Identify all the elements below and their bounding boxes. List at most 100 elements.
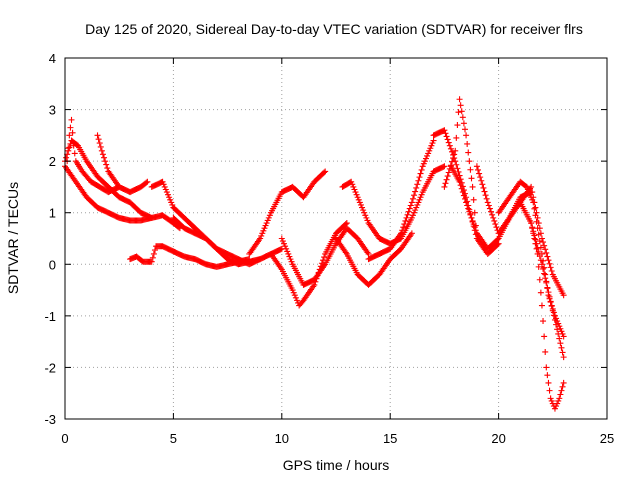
data-point xyxy=(541,264,548,271)
data-point xyxy=(263,220,270,227)
data-point xyxy=(283,245,290,252)
data-point xyxy=(405,208,412,215)
data-point xyxy=(546,387,553,394)
data-point xyxy=(409,195,416,202)
y-tick-label: 0 xyxy=(49,257,56,272)
data-point xyxy=(535,248,542,255)
data-point xyxy=(398,230,405,237)
data-point xyxy=(427,145,434,152)
data-point xyxy=(461,195,468,202)
y-tick-label: -2 xyxy=(44,360,56,375)
data-point xyxy=(362,212,369,219)
x-tick-label: 20 xyxy=(491,431,505,446)
data-point xyxy=(472,227,479,234)
data-point xyxy=(469,183,476,190)
data-point xyxy=(352,189,359,196)
data-layer xyxy=(62,96,567,412)
data-point xyxy=(537,257,544,264)
series-arc-b xyxy=(62,163,155,224)
data-point xyxy=(541,242,548,249)
data-point xyxy=(559,383,566,390)
data-point xyxy=(492,221,499,228)
data-point xyxy=(408,214,415,221)
chart-title: Day 125 of 2020, Sidereal Day-to-day VTE… xyxy=(85,21,583,37)
data-point xyxy=(465,149,472,156)
data-point xyxy=(163,189,170,196)
data-point xyxy=(485,202,492,209)
data-point xyxy=(355,196,362,203)
data-point xyxy=(399,227,406,234)
data-point xyxy=(470,196,477,203)
data-point xyxy=(261,225,268,232)
data-point xyxy=(457,102,464,109)
data-point xyxy=(555,330,562,337)
data-point xyxy=(457,182,464,189)
data-point xyxy=(553,321,560,328)
data-point xyxy=(548,397,555,404)
data-point xyxy=(528,220,535,227)
x-tick-label: 10 xyxy=(275,431,289,446)
data-point xyxy=(542,275,549,282)
data-point xyxy=(458,185,465,192)
data-point xyxy=(536,238,543,245)
data-point xyxy=(459,189,466,196)
data-point xyxy=(417,194,424,201)
data-point xyxy=(546,293,553,300)
data-point xyxy=(343,220,350,227)
data-point xyxy=(452,147,459,154)
y-tick-label: -1 xyxy=(44,309,56,324)
data-point xyxy=(356,199,363,206)
data-point xyxy=(532,236,539,243)
series-arc-p xyxy=(447,163,535,252)
data-point xyxy=(68,116,75,123)
data-point xyxy=(557,340,564,347)
data-point xyxy=(544,284,551,291)
data-point xyxy=(547,264,554,271)
data-point xyxy=(360,207,367,214)
data-point xyxy=(416,196,423,203)
data-point xyxy=(293,297,300,304)
data-point xyxy=(456,178,463,185)
data-point xyxy=(98,147,105,154)
data-point xyxy=(489,211,496,218)
data-point xyxy=(103,161,110,168)
data-point xyxy=(413,204,420,211)
data-point xyxy=(483,195,490,202)
data-point xyxy=(545,289,552,296)
data-point xyxy=(363,214,370,221)
data-point xyxy=(558,328,565,335)
data-point xyxy=(411,209,418,216)
data-point xyxy=(260,227,267,234)
y-tick-label: 2 xyxy=(49,154,56,169)
data-point xyxy=(257,235,264,242)
data-point xyxy=(286,253,293,260)
data-point xyxy=(491,217,498,224)
data-point xyxy=(414,201,421,208)
data-point xyxy=(555,397,562,404)
data-point xyxy=(554,400,561,407)
data-point xyxy=(321,169,328,176)
data-point xyxy=(353,191,360,198)
data-point xyxy=(420,160,427,167)
data-point xyxy=(424,152,431,159)
data-point xyxy=(403,214,410,221)
data-point xyxy=(527,191,534,198)
data-point xyxy=(102,158,109,165)
data-point xyxy=(428,142,435,149)
data-point xyxy=(453,161,460,168)
data-point xyxy=(350,183,357,190)
data-point xyxy=(484,199,491,206)
data-point xyxy=(414,181,421,188)
data-point xyxy=(478,177,485,184)
data-point xyxy=(480,184,487,191)
data-point xyxy=(536,276,543,283)
data-point xyxy=(551,405,558,412)
data-point xyxy=(169,201,176,208)
data-point xyxy=(524,186,531,193)
data-point xyxy=(311,281,318,288)
data-point xyxy=(543,249,550,256)
data-point xyxy=(534,225,541,232)
data-point xyxy=(533,240,540,247)
data-point xyxy=(69,129,76,136)
